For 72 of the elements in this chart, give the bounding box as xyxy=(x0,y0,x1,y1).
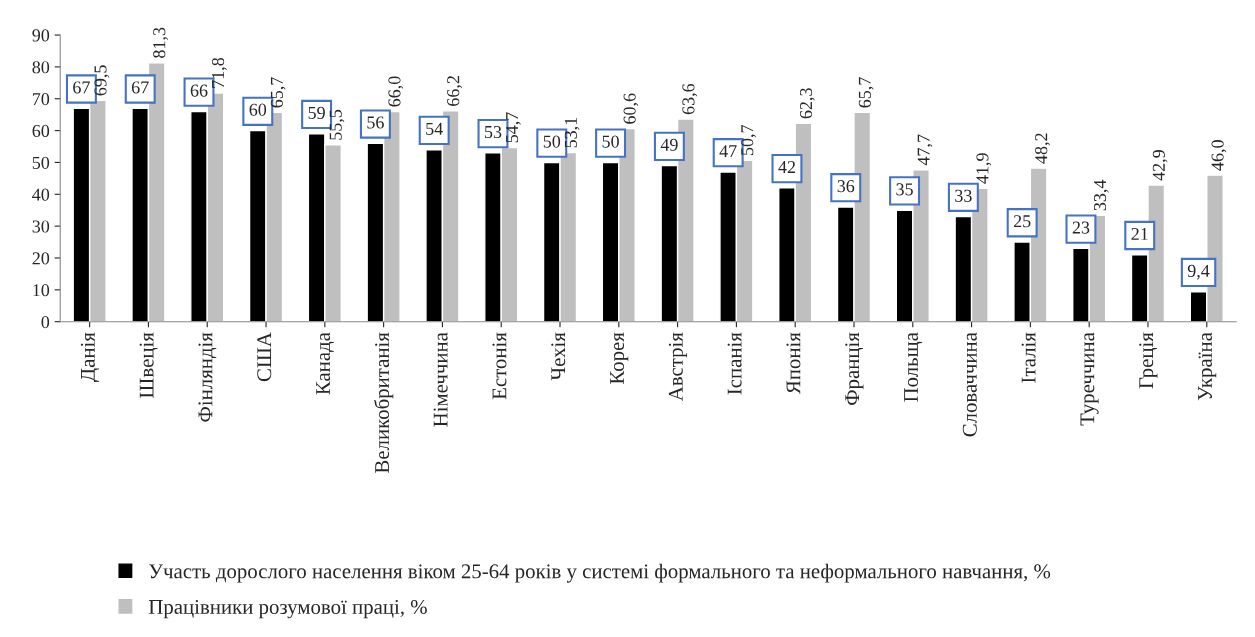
x-tick-label: Франція xyxy=(845,332,864,406)
data-label: 60,6 xyxy=(623,93,639,124)
data-label: 66,2 xyxy=(447,76,462,106)
data-label: 35 xyxy=(896,183,913,196)
data-label: 53,1 xyxy=(564,117,580,148)
y-tick-label: 50 xyxy=(32,156,50,169)
data-label: 67 xyxy=(131,81,149,94)
data-label: 55,5 xyxy=(329,109,345,140)
x-tick-label: Туреччина xyxy=(1080,332,1099,426)
x-tick-label: Естонія xyxy=(492,332,507,400)
data-label: 9,4 xyxy=(1187,264,1210,280)
x-tick-label: Чехія xyxy=(551,332,566,381)
x-tick-label: Україна xyxy=(1198,332,1217,401)
x-tick-label: Німеччина xyxy=(433,332,448,427)
x-tick-label: Іспанія xyxy=(727,332,742,395)
data-label: 65,7 xyxy=(858,77,874,108)
data-label: 59 xyxy=(308,106,325,119)
data-label: 60 xyxy=(249,103,267,116)
y-tick-label: 60 xyxy=(32,124,50,138)
x-tick-label: Фінляндія xyxy=(198,332,217,422)
data-label: 71,8 xyxy=(211,57,227,88)
data-label: 69,5 xyxy=(94,65,110,96)
x-tick-label: Японія xyxy=(786,332,801,394)
x-tick-label: Словаччина xyxy=(962,332,977,437)
data-label: 21 xyxy=(1131,227,1148,240)
data-label: 41,9 xyxy=(976,153,992,184)
data-label: 50 xyxy=(602,135,619,148)
x-tick-label: Великобританія xyxy=(373,332,394,473)
data-label: 36 xyxy=(837,180,855,193)
y-tick-label: 20 xyxy=(32,252,50,265)
x-tick-label: Данія xyxy=(80,332,100,382)
x-tick-label: Швеція xyxy=(139,332,158,398)
y-tick-label: 90 xyxy=(32,29,50,42)
data-label: 53 xyxy=(485,125,502,139)
data-label: 42,9 xyxy=(1152,150,1168,181)
data-label: 66 xyxy=(190,84,208,97)
data-label: 46,0 xyxy=(1211,140,1227,171)
data-label: 65,7 xyxy=(270,77,286,108)
data-label: 42 xyxy=(778,161,795,173)
data-label: 33 xyxy=(955,189,972,202)
x-tick-label: Канада xyxy=(316,332,334,395)
data-label: 50 xyxy=(543,135,561,148)
data-label: 47 xyxy=(719,145,737,158)
x-tick-label: Корея xyxy=(610,332,629,385)
x-tick-label: Греція xyxy=(1139,332,1158,389)
x-tick-label: Італія xyxy=(1021,332,1036,383)
data-label: 48,2 xyxy=(1035,133,1050,164)
data-label: 63,6 xyxy=(682,83,698,115)
y-tick-label: 70 xyxy=(32,92,50,106)
y-tick-label: 10 xyxy=(33,284,50,297)
y-tick-label: 40 xyxy=(32,188,50,201)
data-label: 81,3 xyxy=(153,27,168,58)
data-label: 56 xyxy=(367,116,384,129)
data-label: 25 xyxy=(1013,215,1031,228)
data-label: 50,7 xyxy=(741,124,756,155)
data-label: 23 xyxy=(1072,221,1090,234)
data-label: 66,0 xyxy=(388,76,404,107)
data-label: 49 xyxy=(660,138,678,151)
y-tick-label: 30 xyxy=(32,220,50,233)
data-label: 62,3 xyxy=(799,88,815,119)
data-label: 47,7 xyxy=(917,134,933,166)
x-tick-label: США xyxy=(257,332,272,382)
legend-label: Працівники розумової праці, % xyxy=(148,599,427,619)
x-tick-label: Австрія xyxy=(668,332,688,402)
data-label: 54,7 xyxy=(506,112,521,143)
legend-label: Участь дорослого населення віком 25-64 років у системі формального та неформального навчання, % xyxy=(148,563,1051,583)
data-label: 33,4 xyxy=(1093,179,1109,211)
data-label: 54 xyxy=(426,122,443,135)
y-tick-label: 0 xyxy=(41,315,50,329)
y-tick-label: 80 xyxy=(32,61,50,74)
x-tick-label: Польща xyxy=(904,332,923,402)
data-label: 67 xyxy=(73,81,90,94)
